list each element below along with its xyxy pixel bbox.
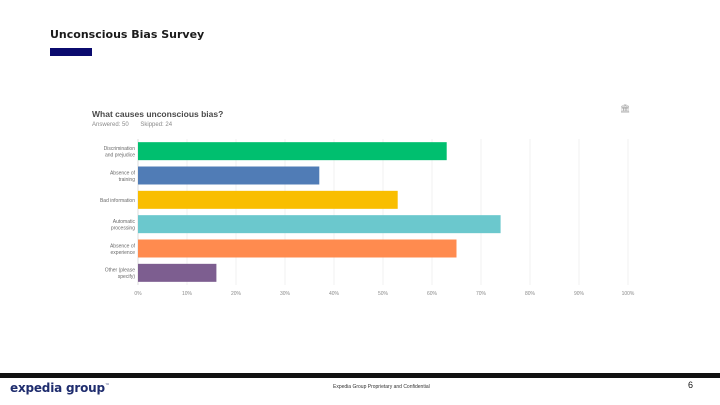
category-label-line: Absence of (110, 243, 136, 249)
category-label: Absence of experience (110, 243, 136, 256)
bar (138, 215, 501, 234)
x-tick-label: 20% (231, 291, 242, 297)
x-tick-label: 0% (134, 291, 142, 297)
answered-count: Answered: 50 (92, 122, 129, 128)
category-label-line: Absence of (110, 170, 136, 176)
brand-name: expedia group (10, 381, 105, 395)
x-tick-label: 90% (574, 291, 585, 297)
category-label-line: specify) (118, 274, 136, 280)
response-stats: Answered: 50 Skipped: 24 (92, 122, 182, 128)
x-tick-label: 30% (280, 291, 291, 297)
category-label-line: Bad information (100, 198, 135, 204)
category-label-line: Automatic (113, 219, 136, 225)
title-accent-bar (50, 48, 92, 56)
x-tick-label: 50% (378, 291, 389, 297)
x-tick-label: 100% (622, 291, 635, 297)
x-tick-label: 80% (525, 291, 536, 297)
footer-rule (0, 373, 720, 378)
library-icon[interactable]: 🏛︎ (620, 104, 631, 113)
category-label: Absence of training (110, 170, 136, 183)
category-label-line: processing (111, 225, 135, 231)
confidentiality-notice: Expedia Group Proprietary and Confidenti… (333, 384, 430, 390)
x-tick-label: 40% (329, 291, 340, 297)
skipped-count: Skipped: 24 (140, 122, 173, 128)
category-label: Discrimination and prejudice (104, 146, 136, 159)
slide-title: Unconscious Bias Survey (50, 28, 205, 41)
x-tick-label: 10% (182, 291, 193, 297)
category-label-line: Other (please (105, 268, 136, 274)
brand-logo: expedia group™ (10, 381, 110, 395)
category-label-line: and prejudice (105, 152, 135, 158)
brand-trademark: ™ (104, 383, 110, 389)
x-tick-label: 70% (476, 291, 487, 297)
bar (138, 166, 320, 185)
bar (138, 239, 457, 258)
bar (138, 190, 398, 209)
category-label: Other (please specify) (105, 268, 136, 281)
x-tick-label: 60% (427, 291, 438, 297)
category-label-line: Discrimination (104, 146, 136, 152)
page-number: 6 (688, 380, 694, 390)
category-label: Automatic processing (111, 219, 136, 232)
category-label-line: training (119, 177, 136, 183)
category-label-line: experience (111, 250, 136, 256)
bar (138, 142, 447, 161)
chart-question: What causes unconscious bias? (92, 109, 224, 119)
category-label: Bad information (100, 198, 135, 204)
bar (138, 263, 217, 282)
